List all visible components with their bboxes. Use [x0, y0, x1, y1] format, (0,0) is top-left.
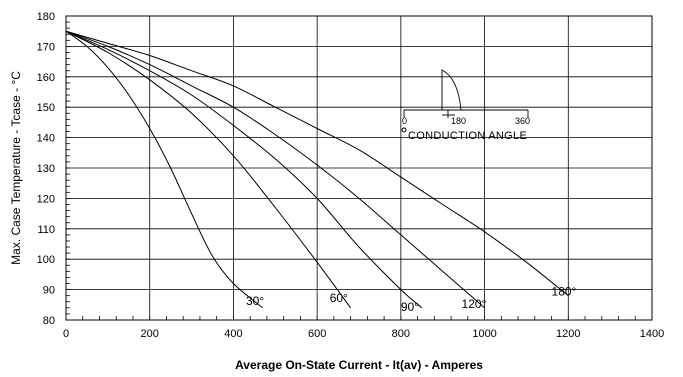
curve-labels: 30° 60° 90° 120° 180° — [246, 285, 577, 314]
x-tick-label: 600 — [308, 328, 326, 340]
y-axis-title: Max. Case Temperature - Tcase - °C — [9, 71, 23, 265]
inset-label: CONDUCTION ANGLE — [408, 130, 527, 142]
y-tick-label: 100 — [37, 254, 55, 266]
y-tick-label: 130 — [37, 163, 55, 175]
series-label: 30° — [246, 294, 264, 308]
y-tick-label: 180 — [37, 11, 55, 23]
y-tick-label: 90 — [43, 285, 55, 297]
x-tick-label: 1200 — [556, 328, 580, 340]
series-line — [65, 30, 352, 309]
series-line — [65, 30, 264, 309]
inset-waveform — [441, 69, 462, 111]
y-tick-label: 110 — [37, 224, 55, 236]
y-axis-ticks: 80 90 100 110 120 130 140 150 160 170 180 — [37, 11, 70, 327]
y-tick-label: 170 — [37, 41, 55, 53]
series-label: 120° — [462, 297, 487, 311]
inset-tick-label-360: 360 — [515, 116, 530, 126]
x-tick-label: 1400 — [640, 328, 664, 340]
series-line — [65, 30, 423, 309]
series-line — [65, 30, 485, 309]
curves — [65, 30, 569, 309]
grid-lines — [65, 15, 653, 321]
x-tick-label: 800 — [392, 328, 410, 340]
x-tick-label: 200 — [141, 328, 159, 340]
x-tick-label: 0 — [63, 328, 69, 340]
inset-origin-dot — [401, 127, 407, 133]
y-tick-label: 80 — [43, 315, 55, 327]
series-line — [65, 30, 569, 297]
plot-frame — [65, 15, 653, 321]
series-label: 90° — [401, 300, 419, 314]
conduction-angle-inset: 0 180 360 CONDUCTION ANGLE — [401, 69, 530, 142]
y-tick-label: 120 — [37, 193, 55, 205]
inset-tick-label-180: 180 — [451, 116, 466, 126]
x-axis-ticks: 0 200 400 600 800 1000 1200 1400 — [63, 316, 664, 340]
x-axis-title: Average On-State Current - It(av) - Ampe… — [235, 358, 483, 372]
y-tick-label: 160 — [37, 72, 55, 84]
x-tick-label: 1000 — [472, 328, 496, 340]
inset-tick-label-0: 0 — [402, 116, 407, 126]
y-tick-label: 140 — [37, 133, 55, 145]
y-tick-label: 150 — [37, 102, 55, 114]
series-label: 180° — [552, 285, 577, 299]
x-tick-label: 400 — [224, 328, 242, 340]
series-label: 60° — [330, 291, 348, 305]
